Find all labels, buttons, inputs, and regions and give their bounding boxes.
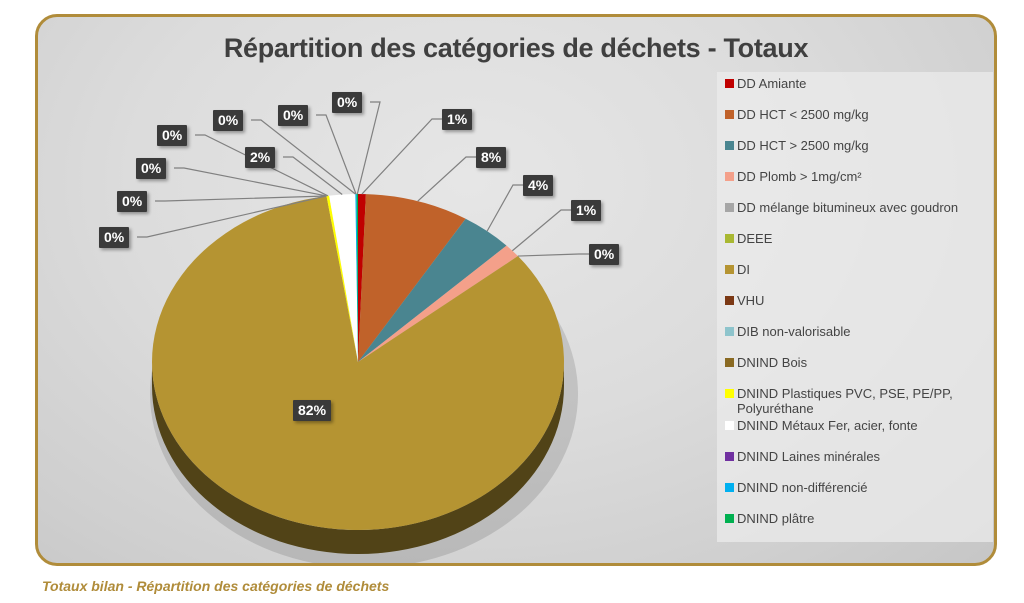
leader-line [511, 209, 571, 252]
chart-frame: Répartition des catégories de déchets - … [35, 14, 997, 566]
legend-label: DEEE [737, 231, 773, 246]
leader-line [137, 195, 327, 238]
pie-slice [358, 245, 518, 362]
data-label: 0% [157, 125, 188, 146]
pie-slice [355, 194, 358, 362]
pie-slice [358, 218, 507, 362]
data-label: 82% [293, 400, 332, 421]
pie-slice [358, 194, 366, 362]
data-label: 0% [332, 92, 363, 113]
pie-chart [137, 101, 589, 563]
legend-item: DIB non-valorisable [725, 324, 992, 339]
legend-swatch [725, 452, 734, 461]
legend-swatch [725, 203, 734, 212]
legend-label: DNIND Laines minérales [737, 449, 881, 464]
leader-line [361, 118, 442, 195]
pie-slice [152, 195, 564, 530]
legend-label: DD Amiante [737, 76, 807, 91]
pie-slice [326, 195, 358, 362]
legend-label: DNIND Plastiques PVC, PSE, PE/PP, Polyur… [737, 386, 953, 416]
chart-title: Répartition des catégories de déchets - … [223, 33, 809, 63]
legend-swatch [725, 358, 734, 367]
legend-swatch [725, 514, 734, 523]
legend-swatch [725, 483, 734, 492]
data-label: 1% [571, 200, 602, 221]
pie-slice [356, 194, 358, 362]
legend-swatch [725, 234, 734, 243]
data-label: 0% [213, 110, 244, 131]
legend-swatch [725, 141, 734, 150]
legend-item: DD Plomb > 1mg/cm² [725, 169, 992, 184]
data-label: 0% [99, 227, 130, 248]
data-label: 0% [278, 105, 309, 126]
legend-item: DEEE [725, 231, 992, 246]
leader-line [195, 134, 329, 197]
legend-item: DD mélange bitumineux avec goudron [725, 200, 992, 215]
pie-slice [329, 194, 358, 362]
data-label: 0% [589, 244, 620, 265]
data-label: 4% [523, 175, 554, 196]
legend-label: VHU [737, 293, 765, 308]
leader-line [155, 195, 327, 202]
legend-label: DNIND plâtre [737, 511, 815, 526]
legend-label: DNIND Métaux Fer, acier, fonte [737, 418, 918, 433]
legend-item: DNIND Bois [725, 355, 992, 370]
data-label: 8% [476, 147, 507, 168]
leader-line [251, 119, 356, 195]
legend-item: VHU [725, 293, 992, 308]
legend-swatch [725, 79, 734, 88]
legend-item: DNIND Métaux Fer, acier, fonte [725, 418, 992, 433]
legend-swatch [725, 172, 734, 181]
legend-label: DNIND Bois [737, 355, 808, 370]
legend-item: DI [725, 262, 992, 277]
legend-item: DD Amiante [725, 76, 992, 91]
legend-label: DD mélange bitumineux avec goudron [737, 200, 959, 215]
legend-item: DNIND plâtre [725, 511, 992, 526]
legend-swatch [725, 327, 734, 336]
legend-label: DI [737, 262, 750, 277]
leader-line [174, 167, 327, 197]
leader-line [417, 156, 476, 202]
legend-item: DD HCT < 2500 mg/kg [725, 107, 992, 122]
legend-label: DD HCT > 2500 mg/kg [737, 138, 869, 153]
legend-label: DD HCT < 2500 mg/kg [737, 107, 869, 122]
chart-legend: DD Amiante DD HCT < 2500 mg/kg DD HCT > 25… [717, 72, 993, 542]
legend-label: DNIND non-différencié [737, 480, 868, 495]
legend-swatch [725, 265, 734, 274]
data-label: 2% [245, 147, 276, 168]
legend-label: DD Plomb > 1mg/cm² [737, 169, 862, 184]
leader-line [517, 253, 589, 257]
legend-swatch [725, 421, 734, 430]
legend-label: DIB non-valorisable [737, 324, 851, 339]
legend-swatch [725, 110, 734, 119]
figure-caption: Totaux bilan - Répartition des catégorie… [42, 578, 390, 594]
legend-swatch [725, 389, 734, 398]
pie-slice [358, 194, 466, 362]
legend-item: DNIND Laines minérales [725, 449, 992, 464]
legend-item: DNIND non-différencié [725, 480, 992, 495]
legend-swatch [725, 296, 734, 305]
leader-line [486, 184, 523, 232]
legend-item: DD HCT > 2500 mg/kg [725, 138, 992, 153]
leader-line [283, 156, 343, 195]
data-label: 0% [136, 158, 167, 179]
leader-line [356, 101, 381, 195]
data-label: 1% [442, 109, 473, 130]
data-label: 0% [117, 191, 148, 212]
legend-item: DNIND Plastiques PVC, PSE, PE/PP, Polyur… [725, 386, 992, 416]
leader-line [316, 114, 357, 195]
